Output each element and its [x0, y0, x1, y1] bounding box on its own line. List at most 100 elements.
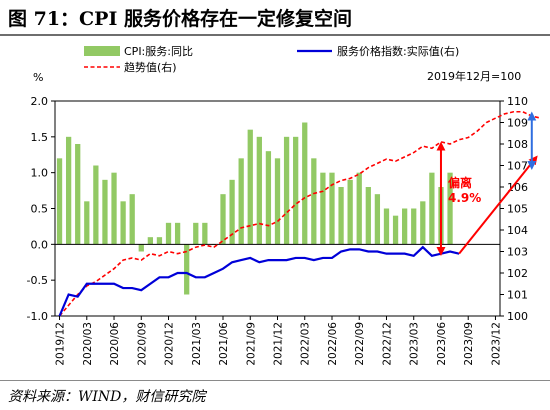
bar: [156, 237, 163, 245]
bar: [411, 208, 417, 245]
source-note: 资料来源：WIND，财信研究院: [8, 389, 206, 405]
bar: [347, 179, 353, 245]
trend-series: [58, 110, 542, 317]
left-tick-label: 0.5: [31, 203, 49, 216]
bar: [75, 144, 81, 245]
x-tick-label: 2021/12: [273, 322, 285, 366]
left-tick-label: 0.0: [31, 238, 49, 251]
legend-bar-label: CPI:服务:同比: [124, 45, 193, 58]
legend: CPI:服务:同比 趋势值(右) 服务价格指数:实际值(右): [84, 44, 459, 74]
x-tick-label: 2019/12: [55, 322, 67, 366]
x-axis: 2019/12 2020/03 2020/06 2020/09 2020/12 2021/…: [55, 316, 502, 366]
x-tick-label: 2022/12: [381, 322, 393, 366]
x-tick-label: 2022/06: [327, 322, 339, 366]
right-tick-label: 100: [507, 310, 528, 323]
left-axis-unit: %: [33, 71, 43, 84]
trend-line: [58, 110, 542, 317]
bar: [311, 158, 317, 245]
right-tick-label: 106: [507, 181, 528, 194]
legend-trend-label: 趋势值(右): [124, 60, 177, 74]
projection-arrow: [458, 155, 538, 255]
bar: [383, 208, 390, 245]
legend-actual-label: 服务价格指数:实际值(右): [337, 44, 459, 58]
x-tick-label: 2022/09: [354, 322, 366, 366]
x-tick-label: 2023/03: [409, 322, 421, 366]
right-axis: 110 109 108 107 106 105 104 103 102 101 100: [500, 95, 528, 323]
deviation-label: 偏离: [448, 175, 472, 190]
x-tick-label: 2020/12: [164, 322, 176, 366]
bar: [265, 151, 272, 245]
bar: [365, 187, 371, 245]
right-tick-label: 107: [507, 160, 528, 173]
bar: [329, 172, 335, 245]
title-divider: [0, 34, 550, 36]
bar: [84, 201, 90, 245]
right-tick-label: 109: [507, 117, 528, 130]
right-tick-label: 108: [507, 138, 528, 151]
deviation-annotation: 偏离4.9%: [436, 111, 538, 256]
left-axis: 2.0 1.5 1.0 0.5 0.0 -0.5 -1.0: [27, 95, 55, 323]
bar: [283, 136, 290, 245]
left-tick-label: 1.5: [31, 131, 49, 144]
bar: [165, 222, 172, 245]
bar: [392, 215, 399, 245]
bar: [229, 179, 235, 245]
footer-divider: [0, 380, 550, 381]
bar: [220, 194, 226, 245]
legend-bar-swatch: [84, 46, 120, 56]
x-tick-label: 2020/09: [136, 322, 148, 366]
bar: [138, 244, 144, 252]
bar: [102, 179, 108, 245]
bar-series: [56, 122, 453, 295]
deviation-value: 4.9%: [448, 191, 481, 205]
x-tick-label: 2023/12: [490, 322, 502, 366]
cpi-service-chart: CPI:服务:同比 趋势值(右) 服务价格指数:实际值(右) 2.0 1.5 1.0…: [27, 44, 542, 366]
bar: [402, 208, 408, 245]
bar: [193, 222, 199, 245]
bar: [147, 237, 153, 245]
bar: [256, 136, 262, 245]
bar: [184, 244, 190, 295]
bar: [111, 172, 117, 245]
bar: [120, 201, 126, 245]
bar: [93, 165, 99, 245]
x-tick-label: 2020/06: [109, 322, 121, 366]
actual-line: [58, 245, 460, 317]
right-tick-label: 103: [507, 246, 528, 259]
bar: [356, 172, 362, 245]
left-tick-label: 2.0: [31, 95, 49, 108]
x-tick-label: 2021/03: [191, 322, 203, 366]
base-period-note: 2019年12月=100: [427, 69, 521, 83]
x-tick-label: 2022/03: [300, 322, 312, 366]
right-tick-label: 101: [507, 289, 528, 302]
bar: [338, 187, 344, 245]
bar: [202, 222, 208, 245]
right-tick-label: 102: [507, 267, 528, 280]
x-tick-label: 2023/06: [436, 322, 448, 366]
right-tick-label: 104: [507, 224, 528, 237]
bar: [374, 194, 381, 245]
right-tick-label: 110: [507, 95, 528, 108]
bar: [320, 172, 326, 245]
bar: [174, 222, 181, 245]
x-tick-label: 2023/09: [463, 322, 475, 366]
bar: [302, 122, 308, 245]
bar: [65, 136, 72, 245]
bar: [56, 158, 63, 245]
x-tick-label: 2020/03: [82, 322, 94, 366]
bar: [274, 158, 281, 245]
bar: [447, 172, 453, 245]
left-tick-label: -0.5: [27, 274, 48, 287]
bar: [293, 136, 299, 245]
x-tick-label: 2021/06: [218, 322, 230, 366]
bar: [429, 172, 435, 245]
bar: [247, 129, 253, 245]
bar: [420, 201, 426, 245]
right-tick-label: 105: [507, 203, 528, 216]
actual-series: [58, 245, 460, 317]
left-tick-label: 1.0: [31, 167, 49, 180]
left-tick-label: -1.0: [27, 310, 48, 323]
x-tick-label: 2021/09: [245, 322, 257, 366]
bar: [238, 158, 244, 245]
figure-title: 图 71：CPI 服务价格存在一定修复空间: [8, 8, 352, 30]
